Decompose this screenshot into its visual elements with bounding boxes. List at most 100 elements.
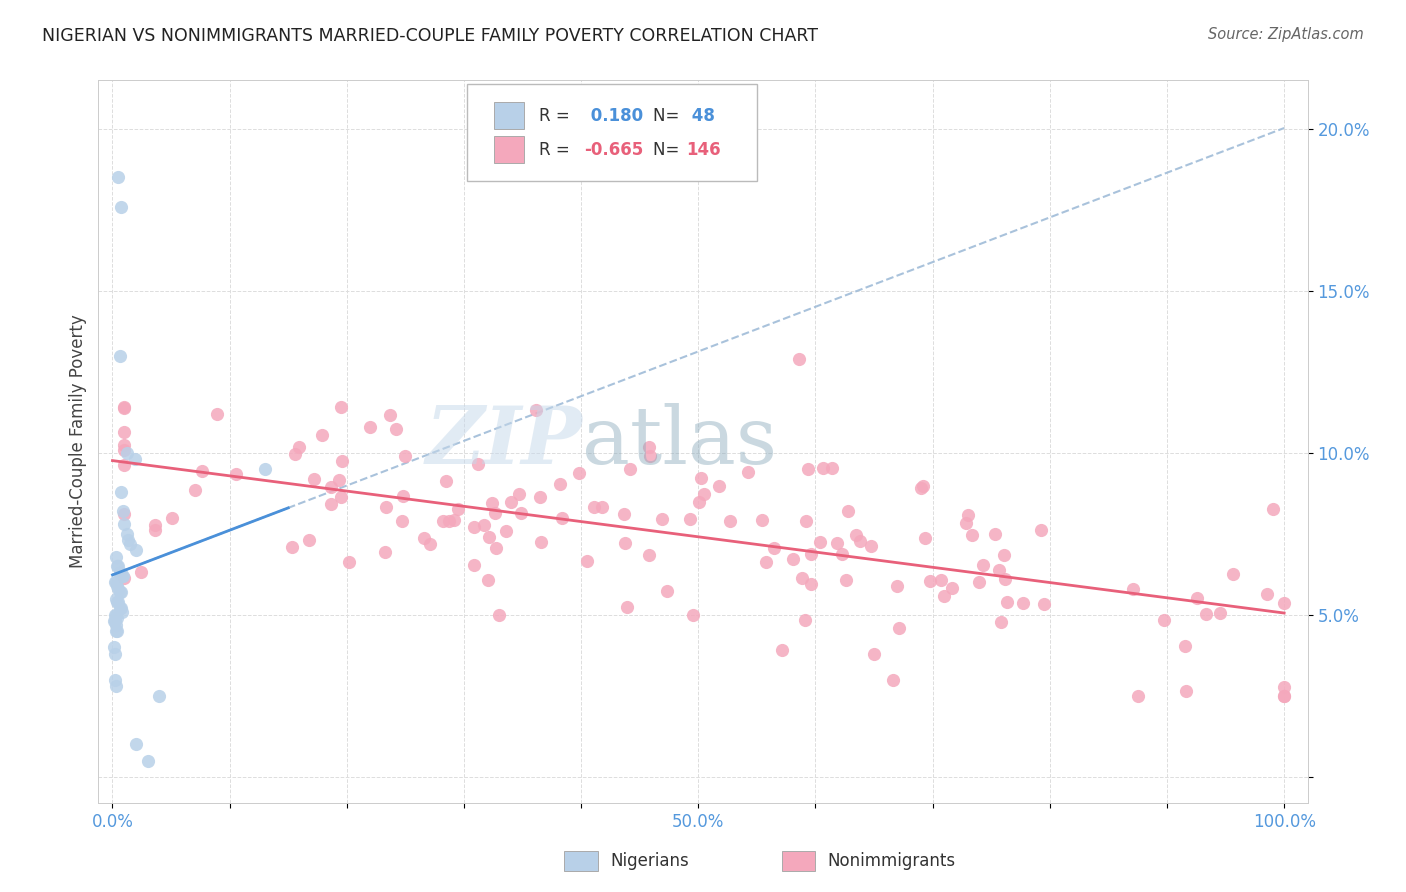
Point bbox=[1185, 591, 1208, 605]
Point bbox=[693, 487, 716, 501]
Point bbox=[112, 504, 135, 518]
Point bbox=[960, 528, 983, 542]
Point bbox=[105, 575, 128, 590]
Point bbox=[485, 541, 508, 555]
Point bbox=[105, 611, 128, 625]
Point bbox=[707, 479, 730, 493]
Point bbox=[120, 536, 141, 550]
Point bbox=[914, 532, 936, 546]
Point bbox=[920, 574, 942, 588]
Point bbox=[477, 573, 499, 587]
Point bbox=[1209, 607, 1232, 621]
Point bbox=[391, 514, 413, 528]
Point bbox=[112, 517, 135, 532]
Point bbox=[509, 506, 531, 520]
Point bbox=[311, 428, 333, 442]
Point bbox=[481, 496, 503, 510]
Point bbox=[112, 571, 135, 585]
Point bbox=[110, 484, 132, 499]
Text: NIGERIAN VS NONIMMIGRANTS MARRIED-COUPLE FAMILY POVERTY CORRELATION CHART: NIGERIAN VS NONIMMIGRANTS MARRIED-COUPLE… bbox=[42, 27, 818, 45]
Point bbox=[1175, 684, 1198, 698]
Point bbox=[136, 754, 159, 768]
Point bbox=[484, 506, 506, 520]
FancyBboxPatch shape bbox=[782, 851, 815, 871]
Point bbox=[378, 409, 401, 423]
Point bbox=[808, 535, 831, 549]
Point bbox=[478, 530, 501, 544]
Point bbox=[447, 501, 470, 516]
Point bbox=[820, 461, 842, 475]
Point bbox=[319, 480, 342, 494]
Point bbox=[860, 539, 883, 553]
Point bbox=[718, 514, 741, 528]
Point bbox=[551, 511, 574, 525]
Point bbox=[797, 462, 820, 476]
FancyBboxPatch shape bbox=[467, 84, 758, 181]
Point bbox=[434, 474, 457, 488]
Point bbox=[467, 457, 489, 471]
Point bbox=[112, 437, 135, 451]
Point bbox=[115, 446, 138, 460]
Point bbox=[655, 584, 678, 599]
Point bbox=[638, 450, 661, 464]
Point bbox=[105, 595, 128, 609]
Point bbox=[330, 490, 353, 504]
Point bbox=[831, 547, 853, 561]
Text: ZIP: ZIP bbox=[425, 403, 582, 480]
Point bbox=[107, 595, 129, 609]
Point bbox=[568, 466, 591, 480]
Point bbox=[111, 605, 134, 619]
Point bbox=[105, 624, 128, 638]
Point bbox=[882, 673, 904, 688]
Point bbox=[374, 545, 396, 559]
Point bbox=[145, 518, 167, 533]
Point bbox=[613, 508, 636, 522]
Point bbox=[488, 607, 510, 622]
Point bbox=[392, 489, 415, 503]
Point bbox=[955, 516, 977, 530]
Point bbox=[845, 528, 868, 542]
Point bbox=[337, 556, 360, 570]
Point bbox=[910, 481, 932, 495]
Text: Nigerians: Nigerians bbox=[610, 853, 689, 871]
Point bbox=[688, 495, 710, 509]
Point bbox=[191, 464, 214, 478]
Point bbox=[437, 515, 460, 529]
Point bbox=[934, 590, 956, 604]
Point bbox=[835, 574, 858, 588]
Point bbox=[463, 520, 485, 534]
Point bbox=[972, 558, 994, 572]
Point bbox=[993, 549, 1015, 563]
Point bbox=[105, 607, 128, 622]
Point bbox=[112, 400, 135, 414]
Point bbox=[443, 513, 465, 527]
Text: R =: R = bbox=[538, 141, 575, 159]
Point bbox=[682, 607, 704, 622]
Point bbox=[524, 402, 547, 417]
FancyBboxPatch shape bbox=[564, 851, 598, 871]
Y-axis label: Married-Couple Family Poverty: Married-Couple Family Poverty bbox=[69, 315, 87, 568]
Point bbox=[103, 640, 125, 655]
Text: Source: ZipAtlas.com: Source: ZipAtlas.com bbox=[1208, 27, 1364, 42]
Point bbox=[993, 572, 1015, 586]
Point bbox=[1222, 567, 1244, 582]
Point bbox=[782, 551, 804, 566]
Point bbox=[1174, 639, 1197, 653]
Point bbox=[304, 472, 326, 486]
Point bbox=[104, 673, 127, 687]
Point bbox=[412, 531, 434, 545]
Point bbox=[1153, 613, 1175, 627]
Point bbox=[1272, 689, 1295, 703]
Text: 0.180: 0.180 bbox=[585, 107, 643, 125]
Point bbox=[225, 467, 247, 481]
Point bbox=[911, 479, 934, 493]
Point bbox=[582, 500, 605, 515]
Text: Nonimmigrants: Nonimmigrants bbox=[828, 853, 956, 871]
Point bbox=[105, 624, 128, 638]
Point bbox=[548, 477, 571, 491]
Point bbox=[107, 559, 129, 574]
Point bbox=[321, 497, 343, 511]
Point bbox=[529, 491, 551, 505]
Point bbox=[1272, 680, 1295, 694]
Point bbox=[1029, 523, 1052, 537]
